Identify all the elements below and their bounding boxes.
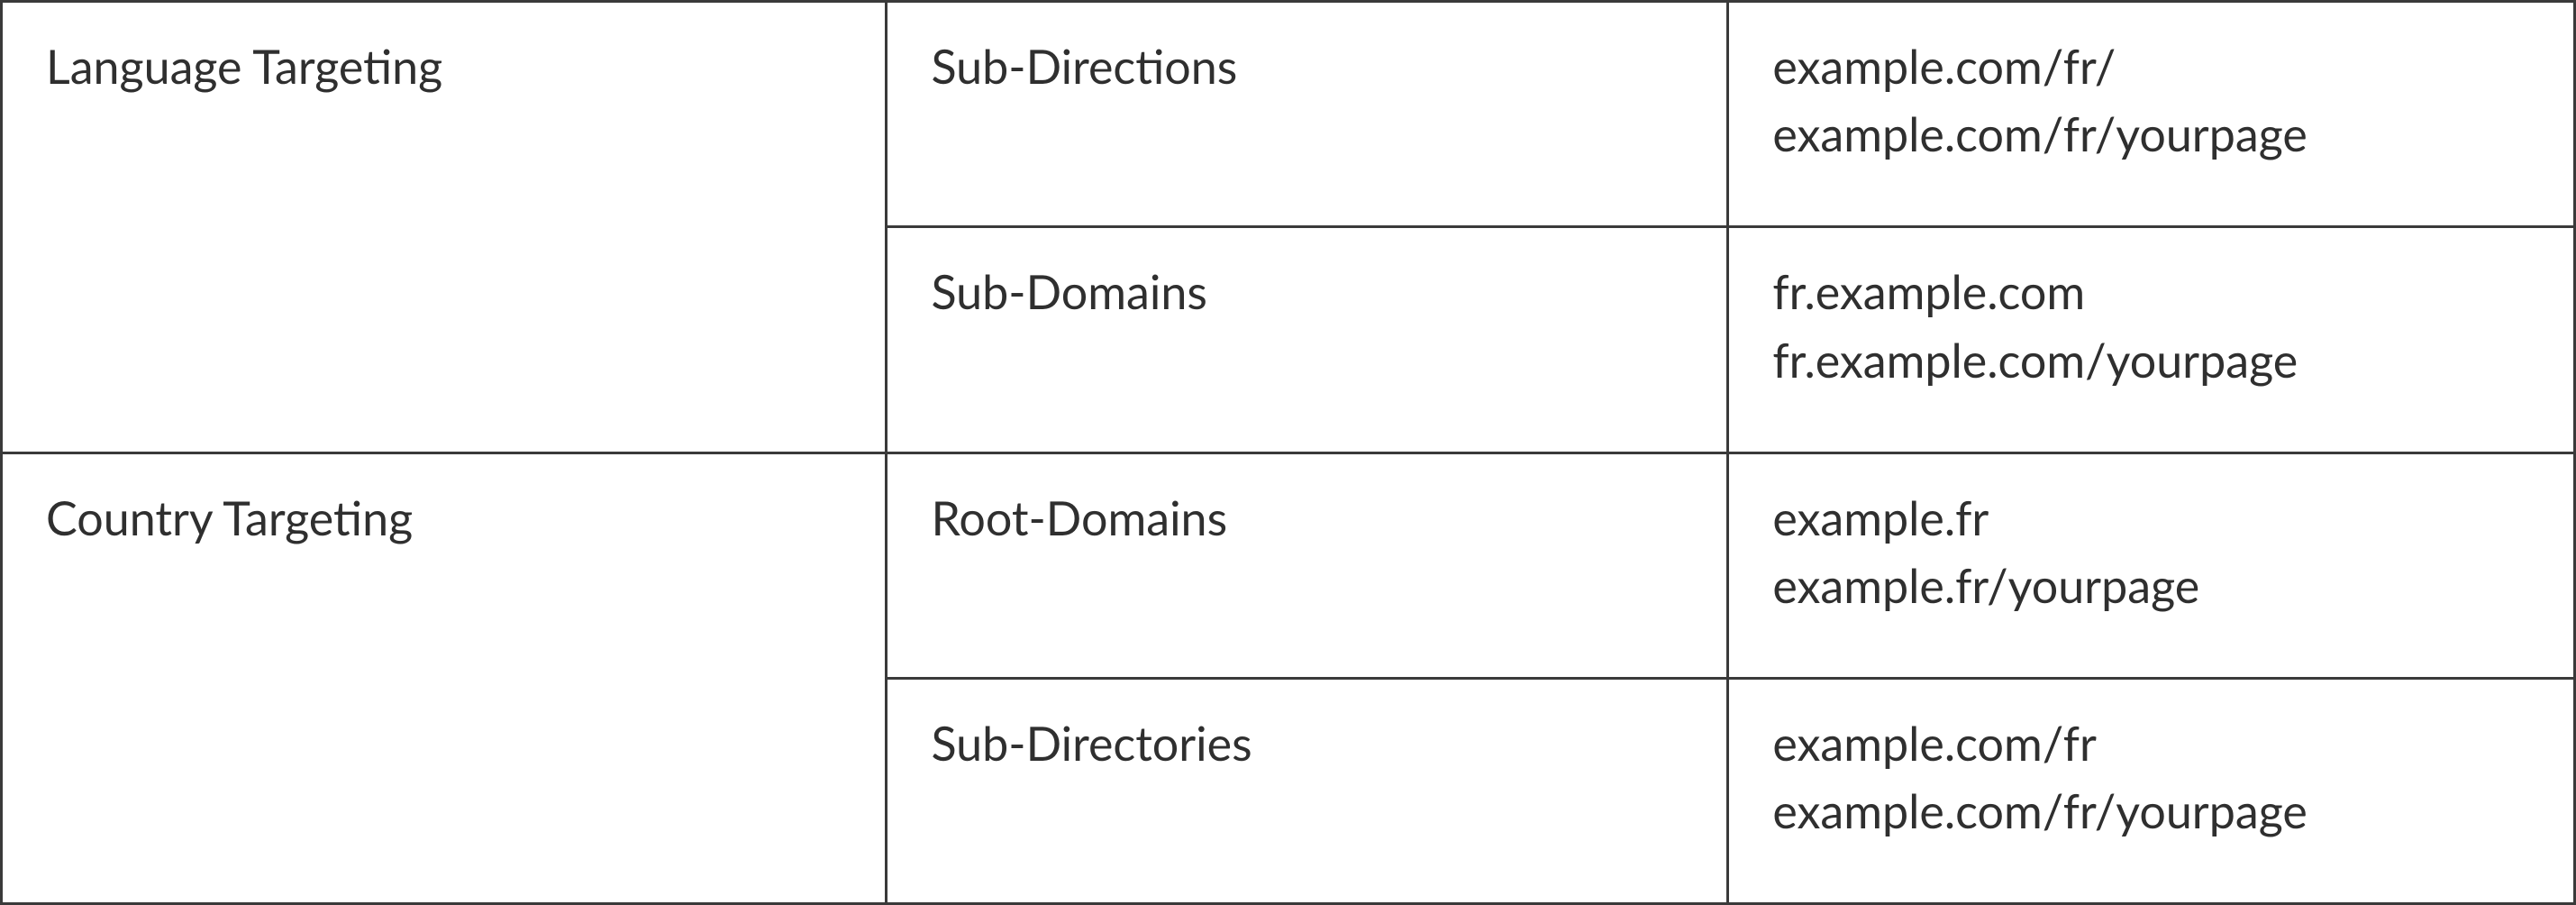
examples-cell: example.com/fr example.com/fr/yourpage: [1728, 678, 2575, 903]
method-cell: Root-Domains: [887, 452, 1728, 678]
examples-cell: example.com/fr/ example.com/fr/yourpage: [1728, 2, 2575, 227]
example-url: example.com/fr/yourpage: [1772, 778, 2530, 846]
group-label: Language Targeting: [46, 39, 442, 95]
method-cell: Sub-Domains: [887, 227, 1728, 452]
table-row: Country Targeting Root-Domains example.f…: [2, 452, 2575, 678]
example-url: fr.example.com/yourpage: [1772, 327, 2530, 395]
targeting-table: Language Targeting Sub-Directions exampl…: [0, 0, 2576, 905]
group-label-cell: Language Targeting: [2, 2, 887, 453]
example-url: example.com/fr/: [1772, 33, 2530, 101]
method-label: Sub-Directions: [931, 39, 1237, 95]
method-cell: Sub-Directories: [887, 678, 1728, 903]
example-url: example.com/fr/yourpage: [1772, 101, 2530, 169]
examples-cell: fr.example.com fr.example.com/yourpage: [1728, 227, 2575, 452]
group-label: Country Targeting: [46, 490, 413, 546]
group-label-cell: Country Targeting: [2, 452, 887, 904]
example-url: example.fr/yourpage: [1772, 553, 2530, 620]
example-url: example.com/fr: [1772, 710, 2530, 778]
method-cell: Sub-Directions: [887, 2, 1728, 227]
table-row: Language Targeting Sub-Directions exampl…: [2, 2, 2575, 227]
method-label: Root-Domains: [931, 490, 1227, 546]
examples-cell: example.fr example.fr/yourpage: [1728, 452, 2575, 678]
example-url: example.fr: [1772, 485, 2530, 553]
method-label: Sub-Directories: [931, 716, 1252, 772]
example-url: fr.example.com: [1772, 259, 2530, 326]
method-label: Sub-Domains: [931, 264, 1206, 320]
